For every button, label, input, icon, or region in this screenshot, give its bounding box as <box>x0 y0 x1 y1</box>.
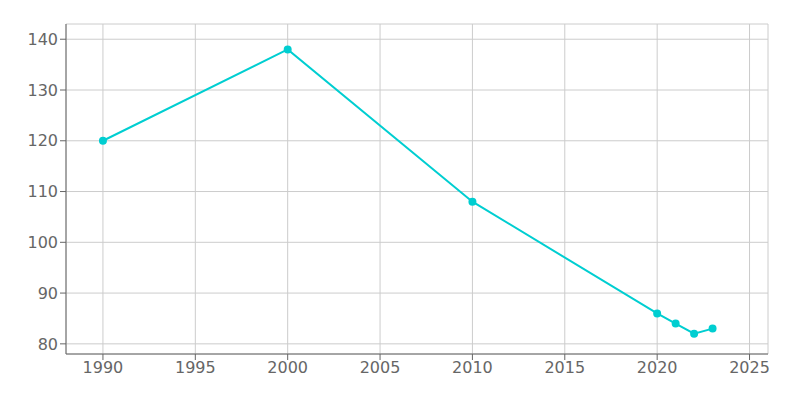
svg-text:100: 100 <box>27 233 58 252</box>
svg-text:110: 110 <box>27 182 58 201</box>
svg-text:1995: 1995 <box>175 358 216 377</box>
svg-text:2015: 2015 <box>544 358 585 377</box>
svg-text:2000: 2000 <box>267 358 308 377</box>
svg-text:2005: 2005 <box>360 358 401 377</box>
svg-text:130: 130 <box>27 81 58 100</box>
svg-text:2020: 2020 <box>637 358 678 377</box>
svg-text:2025: 2025 <box>729 358 770 377</box>
svg-text:80: 80 <box>38 335 58 354</box>
svg-text:120: 120 <box>27 131 58 150</box>
svg-text:90: 90 <box>38 284 58 303</box>
svg-text:2010: 2010 <box>452 358 493 377</box>
svg-text:140: 140 <box>27 30 58 49</box>
svg-text:1990: 1990 <box>83 358 124 377</box>
